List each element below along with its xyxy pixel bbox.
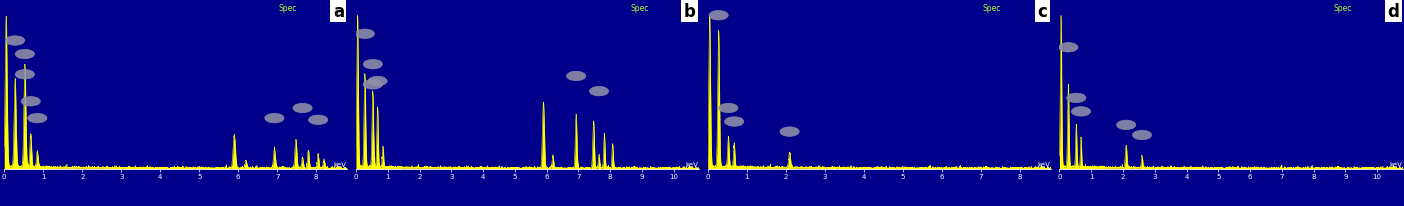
Text: keV: keV <box>334 161 347 167</box>
Text: Spec: Spec <box>983 4 1001 13</box>
Text: a: a <box>333 3 344 21</box>
Circle shape <box>28 114 46 123</box>
Text: Spec: Spec <box>279 4 298 13</box>
Text: Spec: Spec <box>1334 4 1352 13</box>
Circle shape <box>1071 107 1091 117</box>
Text: keV: keV <box>685 161 698 167</box>
Circle shape <box>265 114 284 123</box>
Circle shape <box>1116 121 1136 130</box>
Circle shape <box>781 127 799 137</box>
Circle shape <box>590 87 609 96</box>
Circle shape <box>355 30 375 39</box>
Text: keV: keV <box>1038 161 1050 167</box>
Circle shape <box>21 97 41 107</box>
Circle shape <box>6 37 25 46</box>
Text: b: b <box>684 3 696 21</box>
Circle shape <box>364 60 382 70</box>
Circle shape <box>719 104 739 113</box>
Circle shape <box>364 80 382 90</box>
Text: keV: keV <box>1389 161 1403 167</box>
Circle shape <box>15 70 35 80</box>
Circle shape <box>309 116 327 125</box>
Circle shape <box>15 50 35 60</box>
Circle shape <box>709 12 729 21</box>
Circle shape <box>293 104 312 113</box>
Circle shape <box>1067 94 1085 103</box>
Circle shape <box>567 72 585 81</box>
Text: c: c <box>1038 3 1047 21</box>
Circle shape <box>724 117 744 127</box>
Text: Spec: Spec <box>630 4 649 13</box>
Text: d: d <box>1387 3 1400 21</box>
Circle shape <box>1133 131 1151 140</box>
Circle shape <box>1059 43 1078 53</box>
Circle shape <box>368 77 388 86</box>
